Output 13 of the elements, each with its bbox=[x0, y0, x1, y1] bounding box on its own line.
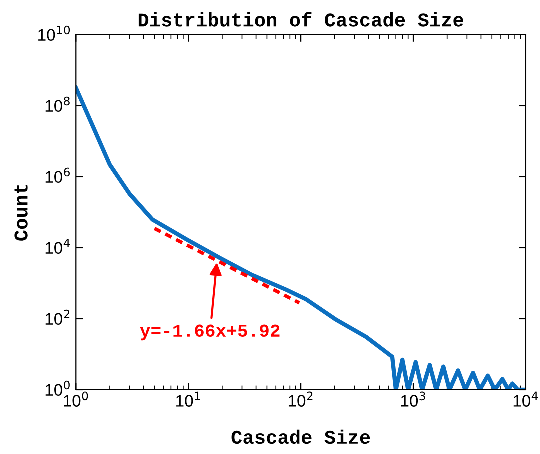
y-axis-title: Count bbox=[14, 185, 28, 241]
annotation: y=-1.66x+5.92 bbox=[140, 324, 280, 341]
x-tick-label: 10$^{4}$ bbox=[514, 392, 538, 407]
x-tick-label: 10$^{3}$ bbox=[401, 392, 426, 407]
chart-title: Distribution of Cascade Size bbox=[138, 12, 464, 27]
y-tick-label: 10$^{8}$ bbox=[46, 96, 70, 112]
y-tick-label: 10$^{6}$ bbox=[46, 168, 70, 184]
x-tick-label: 10$^{2}$ bbox=[288, 392, 313, 407]
y-tick-label: 10$^{4}$ bbox=[46, 239, 70, 254]
x-tick-label: 10$^{1}$ bbox=[176, 392, 200, 407]
x-axis-title: Cascade Size bbox=[232, 430, 370, 444]
y-tick-label: 10$^{2}$ bbox=[46, 310, 70, 326]
y-tick-label: 10$^{10}$ bbox=[38, 26, 70, 42]
